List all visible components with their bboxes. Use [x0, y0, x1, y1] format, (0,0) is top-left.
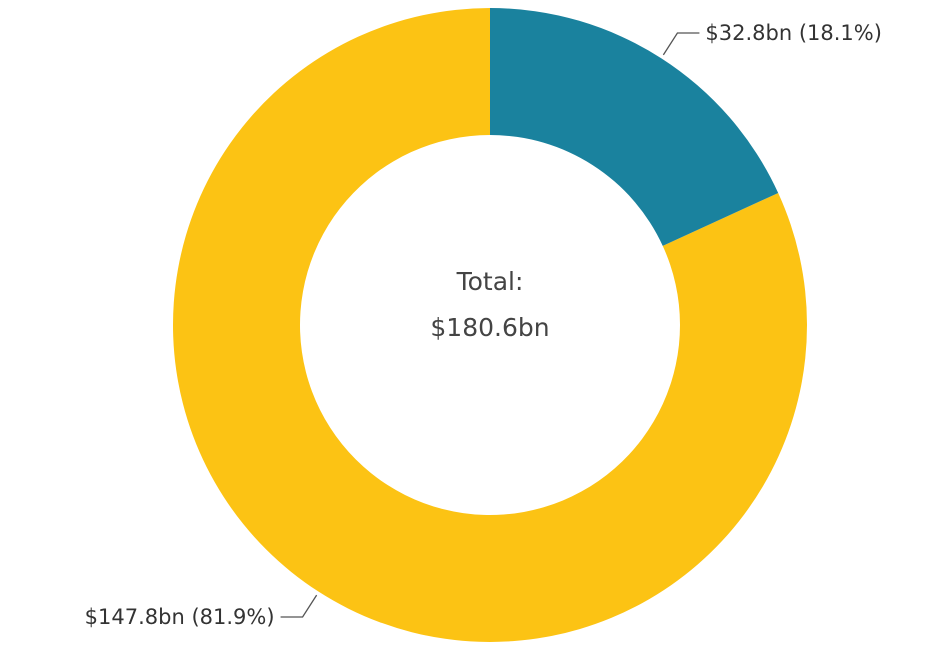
center-value: $180.6bn [430, 313, 549, 342]
donut-slice [490, 8, 779, 246]
center-title: Total: [456, 267, 524, 296]
donut-slice [172, 8, 807, 643]
leader-line [662, 32, 700, 56]
data-label: $32.8bn (18.1%) [705, 21, 882, 45]
leader-line [280, 594, 318, 618]
data-label: $147.8bn (81.9%) [85, 605, 275, 629]
